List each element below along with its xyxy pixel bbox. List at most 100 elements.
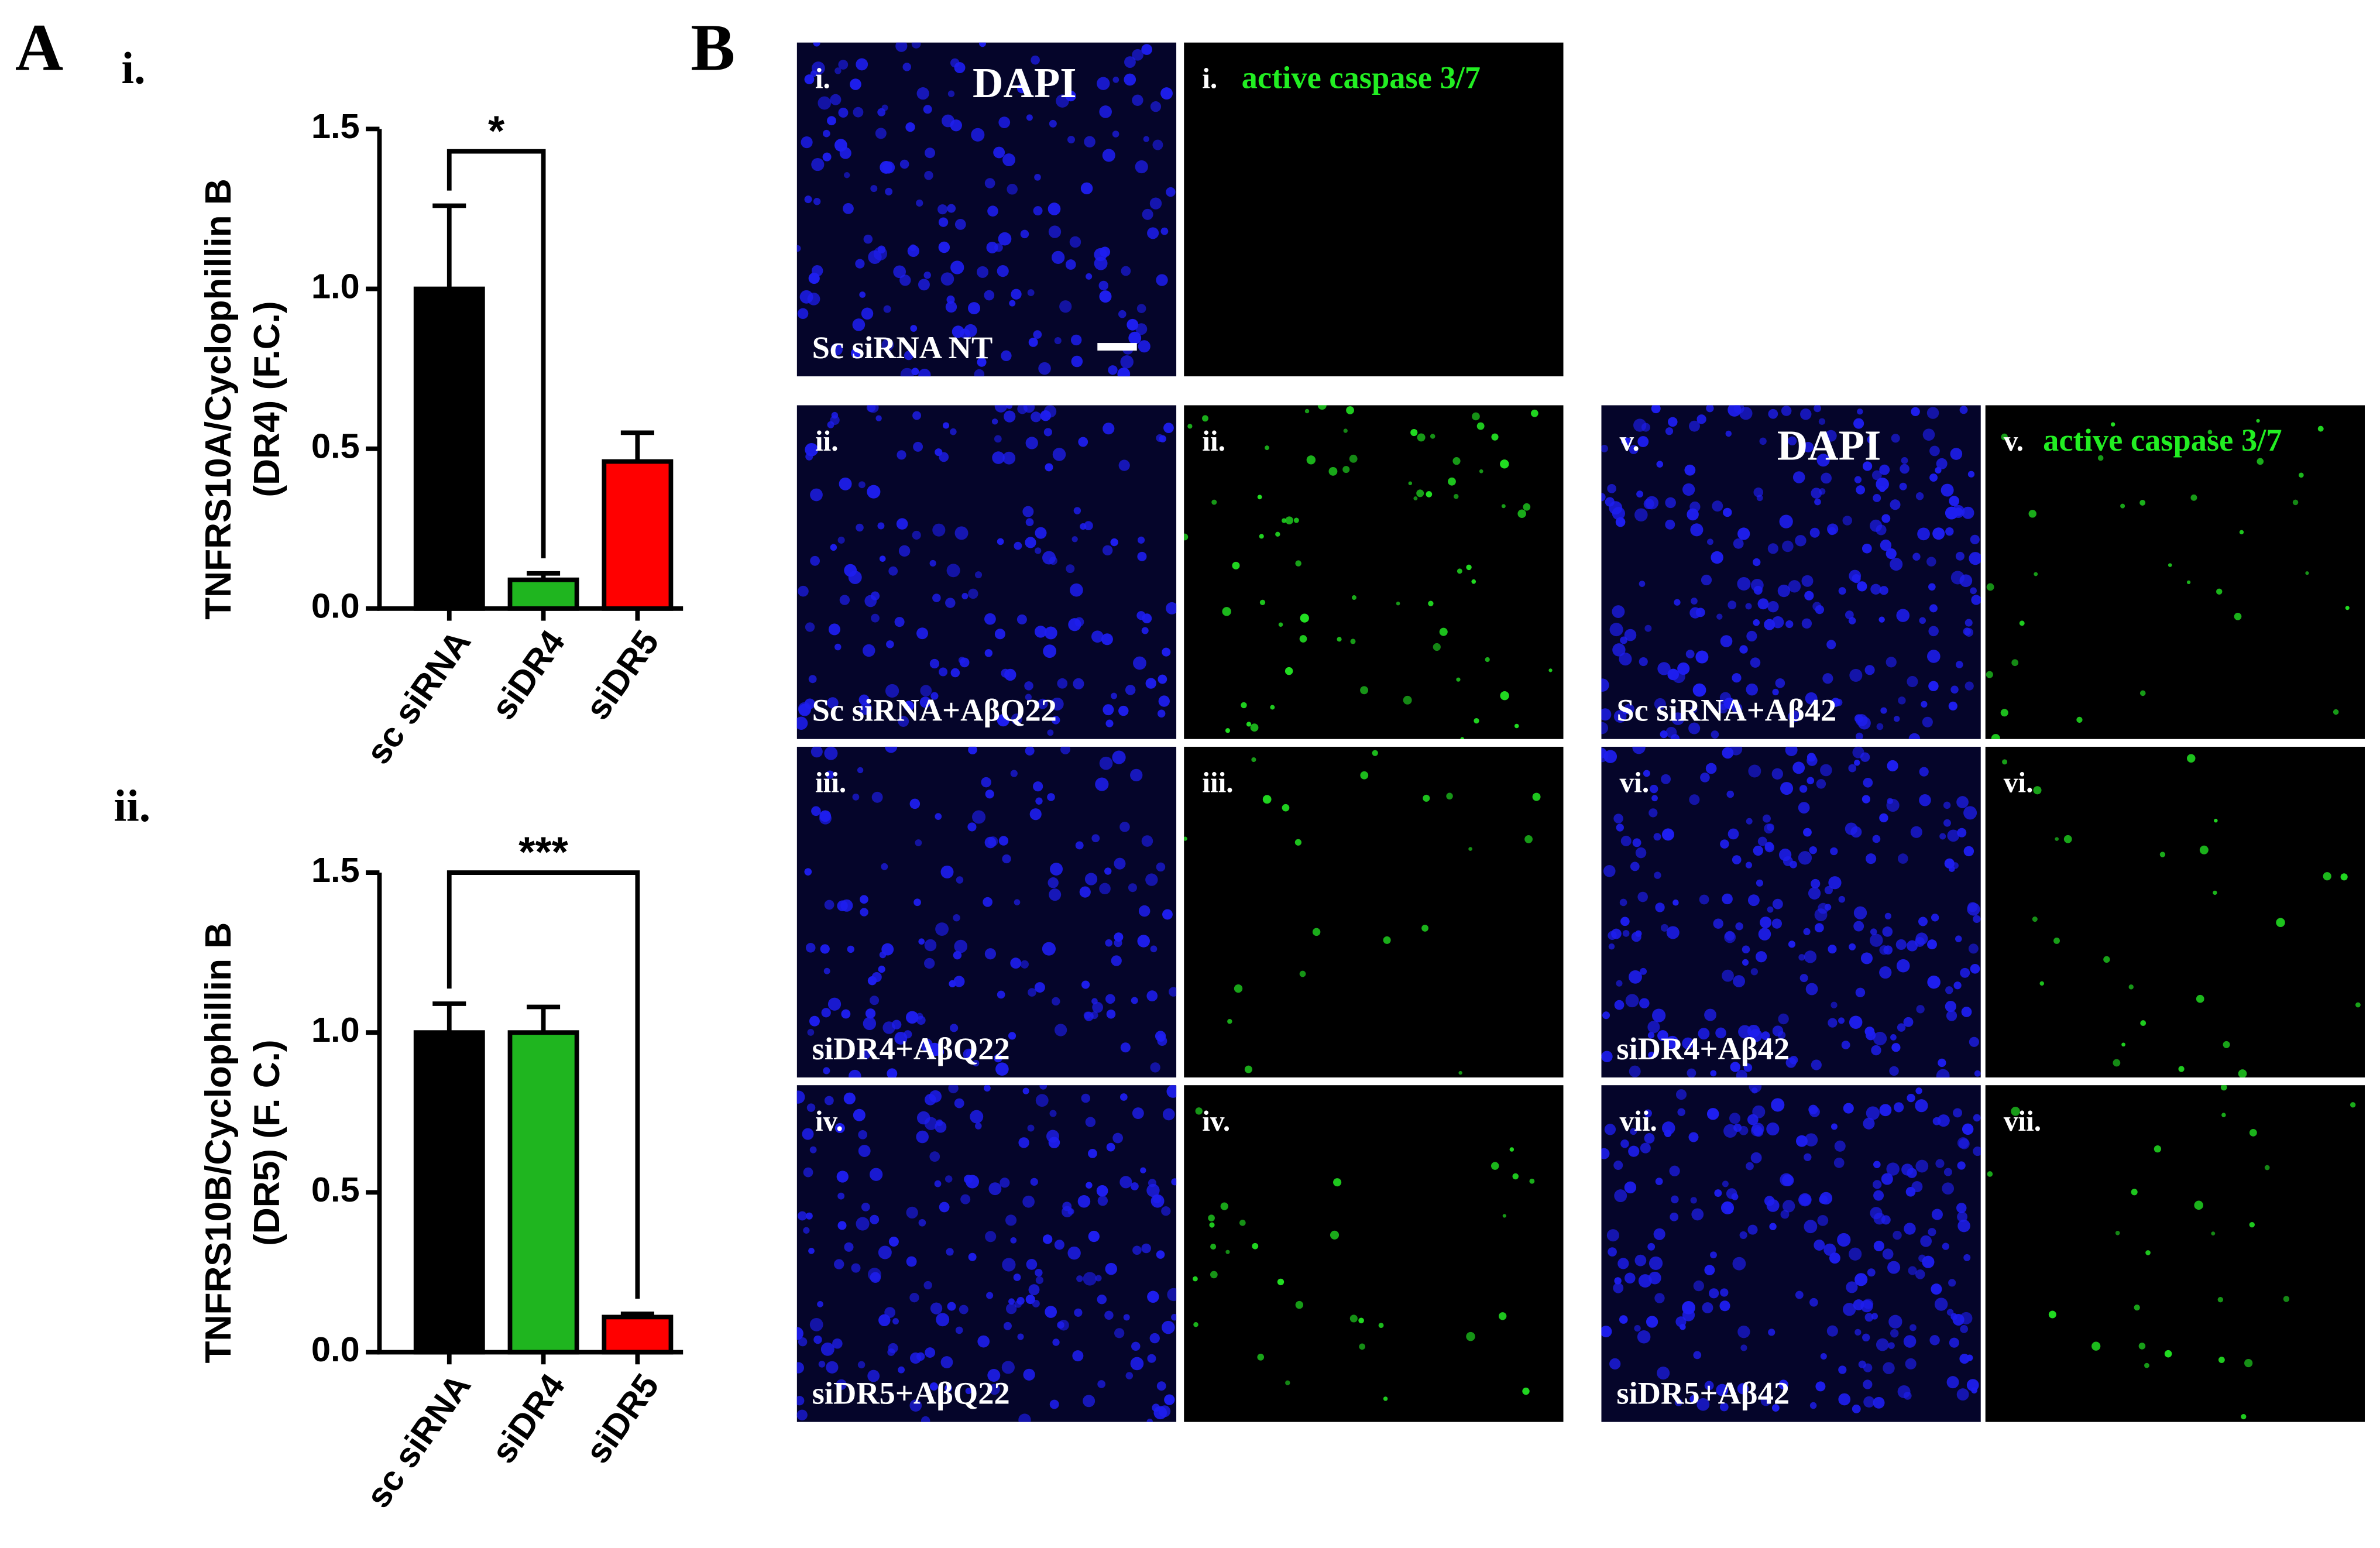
cell: [1067, 1246, 1081, 1260]
cell: [968, 302, 980, 315]
cell: [877, 245, 886, 254]
cell: [1873, 1031, 1887, 1046]
cell: [947, 204, 956, 213]
cell: [834, 67, 842, 74]
cell: [1862, 461, 1873, 471]
cell: [1057, 1321, 1064, 1329]
cell: [1601, 1051, 1613, 1062]
cell: [885, 684, 899, 698]
cell: [1811, 878, 1821, 889]
cell: [1135, 323, 1148, 335]
cell: [1873, 1396, 1885, 1409]
cell: [1720, 1288, 1729, 1297]
cell: [1160, 87, 1173, 99]
cell: [809, 1317, 823, 1331]
cell: [2190, 494, 2197, 501]
cell: [1792, 761, 1805, 774]
cell: [1244, 1065, 1252, 1073]
cell: [1300, 613, 1309, 623]
cell: [1608, 943, 1615, 950]
cell: [1888, 1342, 1895, 1349]
cell: [849, 1069, 861, 1078]
cell: [1020, 960, 1029, 969]
micrograph: [796, 42, 1177, 377]
cell: [981, 777, 991, 788]
cell: [1986, 671, 1993, 678]
cell: [1428, 600, 1434, 606]
cell: [1169, 987, 1177, 997]
cell: [972, 810, 986, 824]
cell: [1097, 1380, 1106, 1388]
cell: [995, 1062, 1009, 1076]
cell: [1870, 583, 1881, 595]
cell: [910, 325, 918, 332]
cell: [826, 770, 834, 779]
cell: [1720, 635, 1733, 647]
cell: [832, 1338, 843, 1349]
cell: [1164, 1394, 1175, 1405]
cell: [2103, 956, 2110, 963]
cell: [1873, 493, 1881, 502]
cell: [916, 627, 928, 640]
cell: [1155, 1031, 1166, 1042]
cell: [1643, 770, 1650, 777]
cell: [1158, 1405, 1171, 1417]
cell: [1665, 519, 1675, 530]
cell: [1285, 1380, 1290, 1385]
cell: [1008, 1298, 1015, 1305]
cell: [1685, 650, 1695, 658]
cell: [1605, 497, 1615, 507]
cell: [804, 868, 812, 876]
cell: [2238, 1069, 2247, 1078]
cell: [1002, 854, 1011, 864]
cell: [2276, 918, 2285, 927]
cell: [1161, 1206, 1171, 1216]
cell: [1031, 55, 1040, 65]
cell: [1654, 1293, 1665, 1303]
cell: [1956, 1388, 1969, 1401]
cell: [1932, 527, 1945, 540]
cell: [881, 943, 894, 956]
cell: [1111, 692, 1117, 699]
micrograph: [796, 746, 1177, 1078]
cell: [1699, 894, 1709, 905]
cell: [1035, 527, 1047, 539]
cell: [2264, 1165, 2270, 1171]
cell: [938, 241, 950, 253]
cell: [823, 1067, 830, 1075]
cell: [1927, 975, 1941, 989]
cell: [1849, 569, 1862, 582]
cell: [1937, 1114, 1950, 1127]
cell: [1737, 577, 1751, 591]
cell: [1162, 1108, 1175, 1121]
cell: [948, 1085, 959, 1094]
cell: [1862, 1333, 1870, 1342]
cell: [1150, 945, 1158, 953]
cell: [802, 1128, 814, 1140]
micrograph-bg: [1184, 1085, 1564, 1422]
cell: [1050, 862, 1063, 876]
cell: [1838, 1017, 1845, 1024]
cell: [1146, 1418, 1153, 1422]
cell: [878, 965, 885, 973]
cell: [1468, 847, 1472, 851]
cell: [1372, 750, 1378, 756]
cell: [1071, 536, 1078, 543]
cell: [924, 939, 937, 952]
cell: [898, 1366, 905, 1374]
cell: [1726, 1188, 1737, 1199]
cell: [1202, 415, 1208, 422]
cell: [1959, 406, 1968, 414]
cell: [861, 1049, 871, 1059]
cell: [885, 746, 898, 753]
cell: [1141, 627, 1149, 634]
cell: [1657, 1367, 1670, 1380]
cell: [1848, 617, 1856, 624]
cell: [2053, 937, 2060, 944]
cell: [1660, 924, 1668, 932]
cell: [1873, 1161, 1881, 1169]
cell: [1282, 804, 1290, 812]
cell: [1460, 737, 1465, 739]
cell: [824, 746, 838, 760]
cell: [1457, 568, 1462, 574]
